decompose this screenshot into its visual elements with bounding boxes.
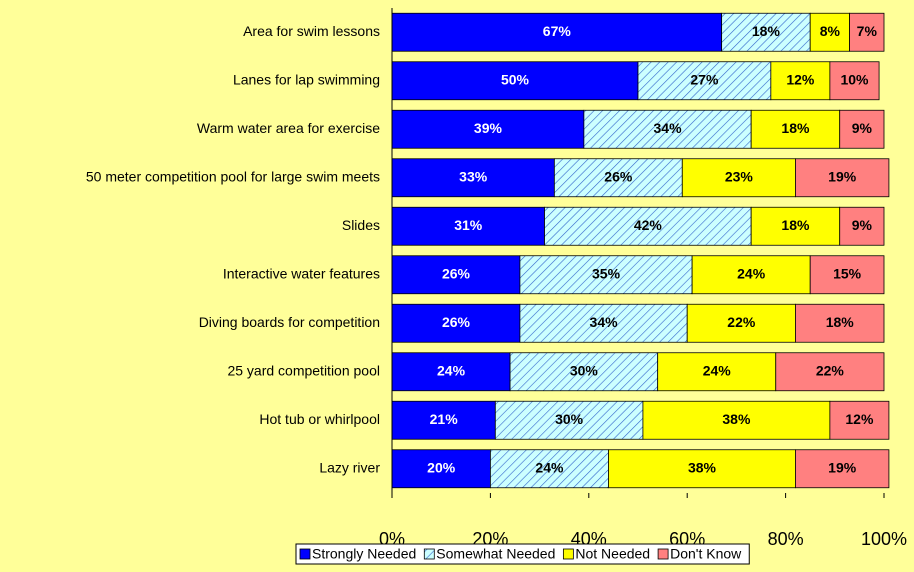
bar-segment [795,303,885,343]
bar-segment [795,158,890,198]
value-label: 8% [820,23,841,39]
value-label: 34% [590,314,619,330]
value-label: 50% [501,71,530,87]
value-label: 12% [845,411,874,427]
value-label: 18% [752,23,781,39]
bar-segment [391,352,511,392]
legend-swatch [657,548,669,560]
value-label: 19% [828,459,857,475]
bar-segment [391,12,723,52]
value-label: 24% [737,265,766,281]
value-label: 24% [703,362,732,378]
category-label: Slides [342,217,380,233]
bar-segment [391,61,639,101]
value-label: 30% [570,362,599,378]
bar-segment [519,255,693,295]
bar-segment [721,12,811,52]
x-tick-label: 100% [861,529,907,549]
value-label: 9% [852,120,873,136]
bar-segment [839,109,885,149]
bar-segment [829,400,890,440]
value-label: 33% [459,168,488,184]
value-label: 21% [430,411,459,427]
category-label: Diving boards for competition [199,314,380,330]
bar-segment [770,61,831,101]
value-label: 26% [442,314,471,330]
value-label: 22% [727,314,756,330]
legend-label: Strongly Needed [312,546,416,562]
legend-swatch [562,548,574,560]
category-label: Interactive water features [223,265,380,281]
bar-segment [686,303,796,343]
bar-segment [544,206,752,246]
value-label: 9% [852,217,873,233]
legend-label: Not Needed [575,546,650,562]
bar-segment [608,449,796,489]
value-label: 18% [781,217,810,233]
value-label: 24% [437,362,466,378]
value-label: 18% [781,120,810,136]
category-label: 50 meter competition pool for large swim… [86,168,380,184]
category-label: Lazy river [319,459,380,475]
value-label: 7% [857,23,878,39]
bar-segment [391,303,521,343]
value-label: 26% [442,265,471,281]
bar-segment [642,400,831,440]
bar-segment [691,255,811,295]
value-label: 27% [690,71,719,87]
value-label: 15% [833,265,862,281]
value-label: 42% [634,217,663,233]
value-label: 22% [816,362,845,378]
value-label: 18% [826,314,855,330]
value-label: 19% [828,168,857,184]
category-label: Hot tub or whirlpool [259,411,380,427]
legend-label: Don't Know [670,546,742,562]
value-label: 34% [654,120,683,136]
bar-segment [750,206,841,246]
bar-segment [494,400,644,440]
bar-segment [489,449,609,489]
value-label: 35% [592,265,621,281]
bar-segment [657,352,777,392]
value-label: 39% [474,120,503,136]
category-label: 25 yard competition pool [227,362,380,378]
value-label: 23% [725,168,754,184]
legend-box [295,543,750,565]
value-label: 31% [454,217,483,233]
legend-swatch [299,548,311,560]
bar-segment [775,352,885,392]
bar-segment [391,255,521,295]
value-label: 38% [688,459,717,475]
bar-segment [829,61,880,101]
bar-segment [795,449,890,489]
bar-segment [391,158,555,198]
bar-segment [849,12,885,52]
value-label: 67% [543,23,572,39]
value-label: 24% [535,459,564,475]
x-tick-label: 80% [768,529,804,549]
bar-segment [809,12,850,52]
category-label: Lanes for lap swimming [233,71,380,87]
category-label: Warm water area for exercise [197,120,380,136]
value-label: 26% [604,168,633,184]
bar-segment [391,449,491,489]
bar-segment [839,206,885,246]
bar-segment [583,109,752,149]
legend-label: Somewhat Needed [436,546,555,562]
value-label: 20% [427,459,456,475]
category-label: Area for swim lessons [243,23,380,39]
value-label: 12% [786,71,815,87]
value-label: 30% [555,411,584,427]
value-label: 10% [840,71,869,87]
bar-segment [637,61,772,101]
bar-segment [553,158,683,198]
value-label: 38% [722,411,751,427]
bar-segment [809,255,885,295]
legend-swatch [423,548,435,560]
